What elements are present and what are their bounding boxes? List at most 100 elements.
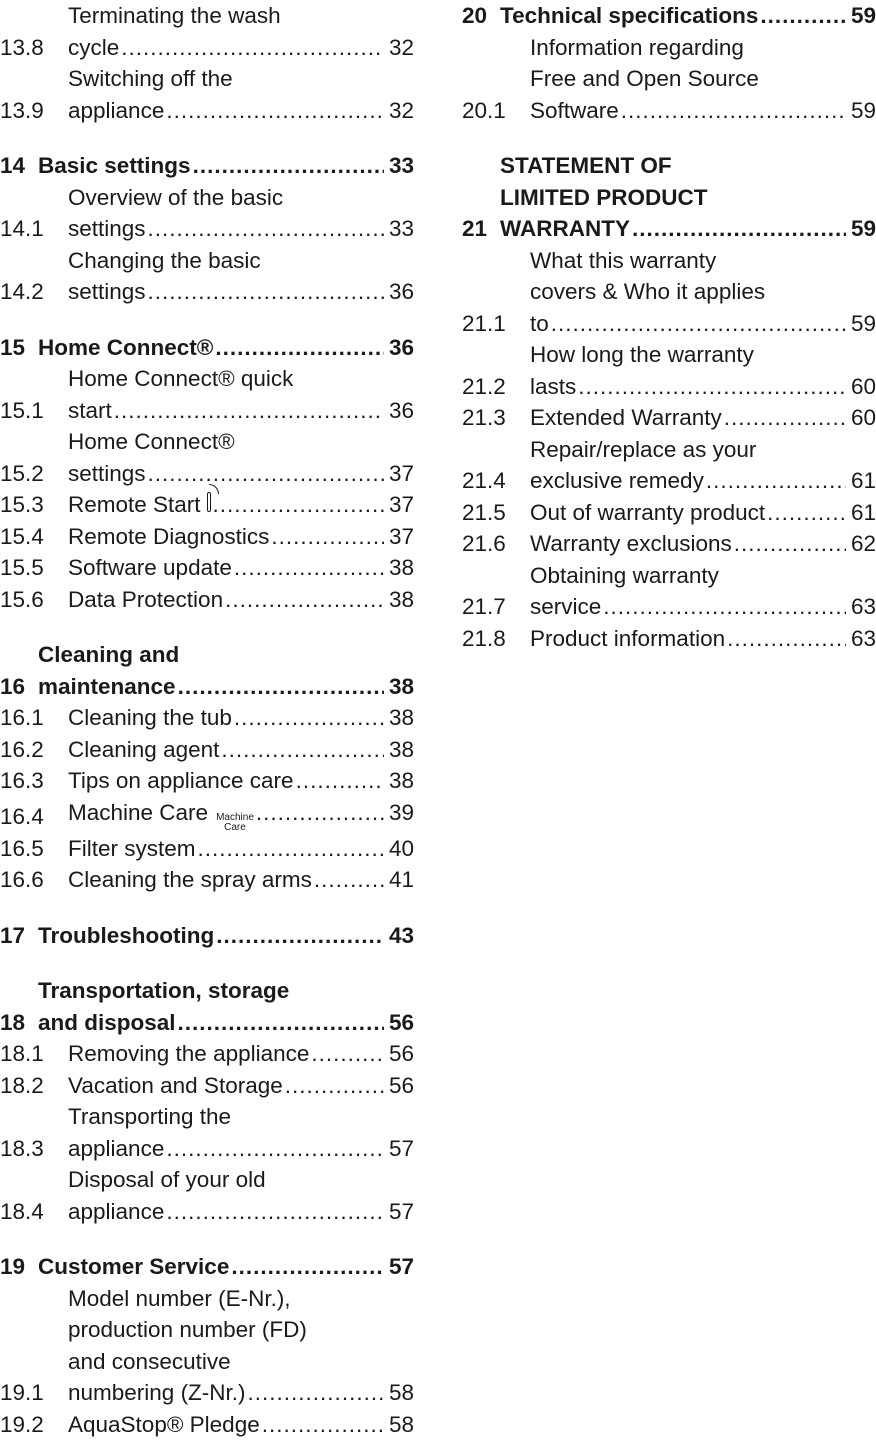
toc-page-number: 60 <box>850 371 876 403</box>
toc-title: Home Connect®36 <box>38 332 414 364</box>
toc-title-line: lasts <box>530 371 576 403</box>
dot-leader <box>213 489 384 521</box>
toc-title-line: Remote Diagnostics <box>68 521 269 553</box>
toc-title-line: Warranty exclusions <box>530 528 732 560</box>
toc-number: 18.2 <box>0 1070 68 1102</box>
toc-page-number: 37 <box>388 489 414 521</box>
toc-title-line: Repair/replace as your <box>530 434 756 466</box>
dot-leader <box>578 371 846 403</box>
toc-title-line: settings <box>68 276 146 308</box>
toc-title-line: Cleaning the tub <box>68 702 232 734</box>
dot-leader <box>551 308 846 340</box>
toc-title-line: service <box>530 591 601 623</box>
toc-title-line: How long the warranty <box>530 339 754 371</box>
toc-page-number: 57 <box>388 1196 414 1228</box>
dot-leader <box>193 150 384 182</box>
dot-leader <box>221 734 384 766</box>
toc-title-line: exclusive remedy <box>530 465 704 497</box>
toc-title-line: Model number (E-Nr.), <box>68 1283 291 1315</box>
toc-title: Basic settings33 <box>38 150 414 182</box>
toc-page-number: 62 <box>850 528 876 560</box>
toc-number: 14.2 <box>0 276 68 308</box>
toc-title: Out of warranty product 61 <box>530 497 876 529</box>
toc-title-line: Cleaning and <box>38 639 179 671</box>
toc-number: 21.4 <box>462 465 530 497</box>
toc-number: 21.2 <box>462 371 530 403</box>
dot-leader <box>314 864 384 896</box>
toc-title: Disposal of your oldappliance57 <box>68 1164 414 1227</box>
toc-number: 21.5 <box>462 497 530 529</box>
toc-page-number: 59 <box>850 95 876 127</box>
toc-page-number: 61 <box>850 497 876 529</box>
toc-title-line: Out of warranty product <box>530 497 765 529</box>
toc-title-line: Basic settings <box>38 150 191 182</box>
toc-page-number: 56 <box>388 1038 414 1070</box>
toc-title: Removing the appliance 56 <box>68 1038 414 1070</box>
toc-number: 18 <box>0 1007 38 1039</box>
toc-page-number: 37 <box>388 521 414 553</box>
toc-title: Remote Diagnostics 37 <box>68 521 414 553</box>
toc-title-line: Vacation and Storage <box>68 1070 283 1102</box>
toc-number: 13.9 <box>0 95 68 127</box>
dot-leader <box>734 528 846 560</box>
dot-leader <box>296 765 384 797</box>
toc-title-line: to <box>530 308 549 340</box>
toc-title-line: cycle <box>68 32 119 64</box>
toc-chapter-17[interactable]: 17Troubleshooting43 <box>0 920 414 952</box>
toc-number: 16.3 <box>0 765 68 797</box>
toc-number: 16.5 <box>0 833 68 865</box>
dot-leader <box>603 591 846 623</box>
toc-title: Customer Service57 <box>38 1251 414 1283</box>
toc-title-line: Tips on appliance care <box>68 765 294 797</box>
toc-page-number: 57 <box>388 1133 414 1165</box>
toc-title-line: appliance <box>68 1196 164 1228</box>
toc-title-line: Removing the appliance <box>68 1038 309 1070</box>
toc-title: Obtaining warrantyservice63 <box>530 560 876 623</box>
toc-title-line: Obtaining warranty <box>530 560 719 592</box>
toc-title-line: Technical specifications <box>500 0 758 32</box>
toc-title-line: STATEMENT OF <box>500 150 672 182</box>
toc-title-line: settings <box>68 458 146 490</box>
toc-number: 15.1 <box>0 395 68 427</box>
toc-title-line: Terminating the wash <box>68 0 281 32</box>
